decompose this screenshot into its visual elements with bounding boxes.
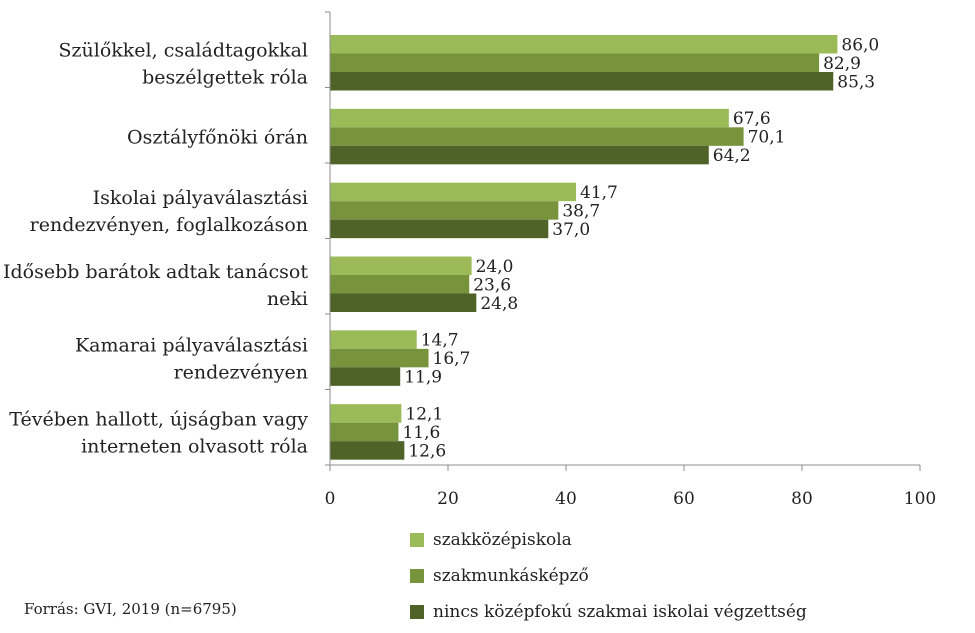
data-label: 86,0 — [841, 35, 879, 55]
bar-s2 — [330, 441, 405, 460]
data-label: 11,6 — [402, 423, 440, 443]
bar-s0 — [330, 404, 402, 423]
legend-item: szakközépiskola — [410, 522, 807, 558]
data-label: 41,7 — [580, 183, 618, 203]
bar-s1 — [330, 422, 399, 442]
bar-s1 — [330, 201, 559, 220]
data-label: 38,7 — [562, 201, 600, 221]
legend-swatch-s2 — [410, 605, 424, 619]
data-label: 23,6 — [473, 275, 511, 295]
bar-s0 — [330, 182, 577, 202]
data-label: 24,0 — [476, 257, 514, 277]
bar-s2 — [330, 145, 709, 165]
bar-s0 — [330, 108, 729, 128]
x-tick-label: 0 — [325, 489, 336, 509]
x-tick-label: 100 — [904, 489, 936, 509]
bar-s0 — [330, 256, 472, 275]
data-label: 12,6 — [408, 441, 446, 461]
category-label: Szülőkkel, családtagokkal — [59, 39, 309, 61]
category-label: neki — [267, 288, 308, 310]
category-label: Osztályfőnöki órán — [127, 127, 308, 149]
category-label: Kamarai pályaválasztási — [75, 335, 308, 357]
bar-s2 — [330, 72, 834, 91]
legend-label: szakmunkásképző — [433, 566, 589, 586]
data-label: 14,7 — [421, 331, 459, 351]
legend-label: szakközépiskola — [433, 530, 572, 550]
data-label: 85,3 — [837, 72, 875, 92]
bar-s0 — [330, 35, 838, 54]
bar-s1 — [330, 275, 470, 294]
data-label: 24,8 — [480, 294, 518, 314]
category-label: beszélgettek róla — [142, 66, 308, 88]
data-label: 12,1 — [405, 404, 443, 424]
x-tick-label: 40 — [555, 489, 577, 509]
category-label: rendezvényen — [174, 362, 308, 384]
x-tick-label: 20 — [437, 489, 459, 509]
data-label: 16,7 — [433, 349, 471, 369]
data-label: 37,0 — [552, 220, 590, 240]
bar-s2 — [330, 367, 401, 386]
data-label: 82,9 — [823, 54, 861, 74]
data-label: 67,6 — [733, 109, 771, 129]
data-label: 64,2 — [713, 146, 751, 166]
category-label: interneten olvasott róla — [81, 435, 308, 457]
data-label: 70,1 — [748, 128, 786, 148]
bar-s1 — [330, 127, 744, 146]
bar-s2 — [330, 293, 477, 312]
bar-s1 — [330, 53, 820, 72]
x-tick-label: 60 — [673, 489, 695, 509]
bar-s2 — [330, 219, 549, 239]
legend-label: nincs középfokú szakmai iskolai végzetts… — [433, 602, 807, 622]
legend-swatch-s0 — [410, 533, 424, 547]
bar-s1 — [330, 348, 429, 368]
legend: szakközépiskola szakmunkásképző nincs kö… — [410, 522, 807, 630]
data-label: 11,9 — [404, 368, 442, 388]
category-label: rendezvényen, foglalkozáson — [30, 214, 308, 236]
x-tick-label: 80 — [791, 489, 813, 509]
legend-item: szakmunkásképző — [410, 558, 807, 594]
source-note: Forrás: GVI, 2019 (n=6795) — [24, 600, 237, 618]
category-label: Tévében hallott, újságban vagy — [9, 408, 308, 430]
category-label: Idősebb barátok adtak tanácsot — [3, 261, 308, 283]
bar-s0 — [330, 330, 417, 349]
legend-item: nincs középfokú szakmai iskolai végzetts… — [410, 594, 807, 630]
legend-swatch-s1 — [410, 569, 424, 583]
category-label: Iskolai pályaválasztási — [93, 187, 308, 209]
